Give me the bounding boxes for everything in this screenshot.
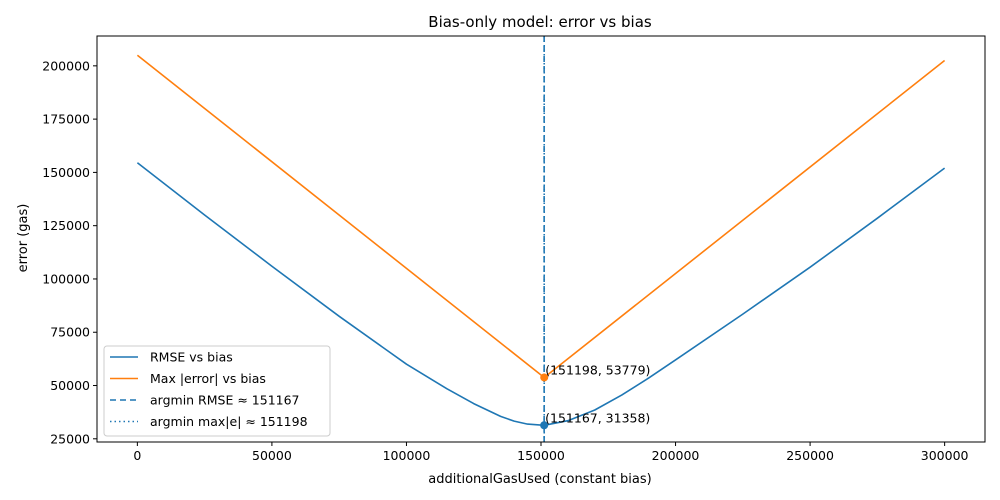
x-tick-label: 300000 — [921, 448, 969, 463]
series-line-1 — [136, 162, 946, 427]
point-label-2: (151167, 31358) — [545, 410, 650, 425]
plot-area: (151198, 53779) (151167, 31358) 0 50000 1000… — [42, 35, 986, 463]
x-tick-label: 50000 — [252, 448, 292, 463]
series-line-2 — [136, 54, 946, 379]
legend-label-4: argmin max|e| ≈ 151198 — [150, 414, 308, 429]
point-marker-1 — [540, 373, 549, 382]
legend-label-1: RMSE vs bias — [150, 350, 233, 365]
y-tick-label: 150000 — [42, 165, 90, 180]
legend-box — [103, 345, 331, 437]
legend-label-3: argmin RMSE ≈ 151167 — [150, 393, 300, 408]
x-tick-label: 100000 — [383, 448, 431, 463]
x-tick-label: 250000 — [786, 448, 834, 463]
y-tick-label: 25000 — [50, 431, 90, 446]
y-tick-label: 100000 — [42, 271, 90, 286]
x-tick-label: 150000 — [517, 448, 565, 463]
x-axis-title: additionalGasUsed (constant bias) — [428, 472, 651, 487]
x-tick-label: 200000 — [652, 448, 700, 463]
legend-label-2: Max |error| vs bias — [150, 371, 266, 386]
y-tick-label: 175000 — [42, 112, 90, 127]
y-tick-label: 50000 — [50, 378, 90, 393]
y-axis-title: error (gas) — [16, 204, 31, 273]
y-tick-label: 125000 — [42, 218, 90, 233]
x-tick-label: 0 — [133, 448, 141, 463]
legend: RMSE vs bias Max |error| vs bias argmin RM… — [103, 345, 331, 437]
y-tick-label: 75000 — [50, 325, 90, 340]
point-label-1: (151198, 53779) — [545, 362, 650, 377]
point-marker-2 — [540, 421, 549, 430]
chart-title: Bias-only model: error vs bias — [428, 13, 652, 31]
y-tick-label: 200000 — [42, 58, 90, 73]
